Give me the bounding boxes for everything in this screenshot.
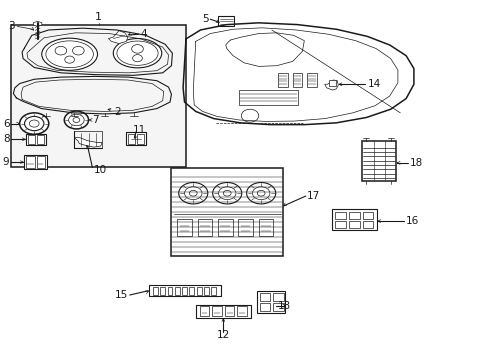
Bar [26,157,35,168]
Circle shape [223,190,231,196]
Bar [177,219,191,236]
Bar [259,293,270,301]
Bar [137,134,143,144]
Bar [278,73,287,87]
Bar [149,285,221,296]
Bar [28,135,35,144]
Text: 18: 18 [409,158,423,168]
Text: 15: 15 [114,290,127,300]
Bar [273,303,284,311]
Circle shape [189,190,197,196]
Text: 10: 10 [94,165,107,175]
Circle shape [55,46,66,55]
Text: 8: 8 [3,134,9,144]
Bar [239,90,297,105]
Text: 4: 4 [141,28,147,39]
Bar [348,212,359,219]
Text: 7: 7 [92,115,99,125]
Bar [259,303,270,311]
Bar [126,132,145,145]
Bar [175,287,179,295]
Bar [348,221,359,228]
Text: 3: 3 [8,21,15,31]
Bar [218,17,234,26]
Circle shape [257,190,264,196]
Circle shape [131,45,143,53]
Circle shape [241,109,258,122]
Circle shape [132,55,142,62]
Bar [224,306,234,316]
Bar [197,219,212,236]
Text: 9: 9 [3,157,9,167]
Bar [11,24,185,167]
Text: 11: 11 [133,125,146,135]
Circle shape [246,183,275,204]
Circle shape [178,183,207,204]
Bar [332,209,376,230]
Bar [196,287,201,295]
Circle shape [20,113,49,134]
Circle shape [218,187,236,200]
Circle shape [64,111,88,129]
Bar [361,141,396,181]
Bar [171,168,283,256]
Bar [218,219,232,236]
Text: 16: 16 [406,216,419,226]
Circle shape [212,183,241,204]
Bar [273,293,284,301]
Bar [160,287,165,295]
Bar [182,287,186,295]
Text: 14: 14 [366,79,380,89]
Bar [212,306,222,316]
Circle shape [252,187,269,200]
Bar [258,219,273,236]
Bar [237,306,246,316]
Bar [37,157,45,168]
Polygon shape [74,137,102,147]
Bar [203,287,208,295]
Bar [153,287,158,295]
Text: 1: 1 [95,13,102,22]
Bar [362,212,372,219]
Circle shape [24,116,44,131]
Bar [257,291,285,313]
Ellipse shape [41,38,97,70]
Bar [211,287,216,295]
Bar [362,221,372,228]
Polygon shape [33,21,42,26]
Bar [167,287,172,295]
Polygon shape [108,31,127,44]
Bar [195,305,251,318]
Text: 12: 12 [216,330,229,341]
Bar [199,306,209,316]
Ellipse shape [113,39,162,68]
Bar [306,73,316,87]
Circle shape [68,114,84,126]
Ellipse shape [46,41,93,68]
Circle shape [73,117,80,122]
Polygon shape [324,80,338,90]
Bar [189,287,194,295]
Circle shape [29,120,39,127]
Circle shape [72,46,84,55]
Bar [328,80,336,86]
Bar [335,212,346,219]
Bar [292,73,302,87]
Circle shape [184,187,202,200]
Bar [37,135,44,144]
Ellipse shape [117,41,158,65]
Bar [24,155,47,169]
Bar [335,221,346,228]
Text: 17: 17 [306,191,320,201]
Bar [238,219,252,236]
Text: 6: 6 [3,118,9,129]
Bar [128,134,135,144]
Bar [26,134,46,145]
Text: 5: 5 [202,14,208,23]
Text: 2: 2 [114,107,121,117]
Text: 13: 13 [278,301,291,311]
Circle shape [64,56,74,63]
